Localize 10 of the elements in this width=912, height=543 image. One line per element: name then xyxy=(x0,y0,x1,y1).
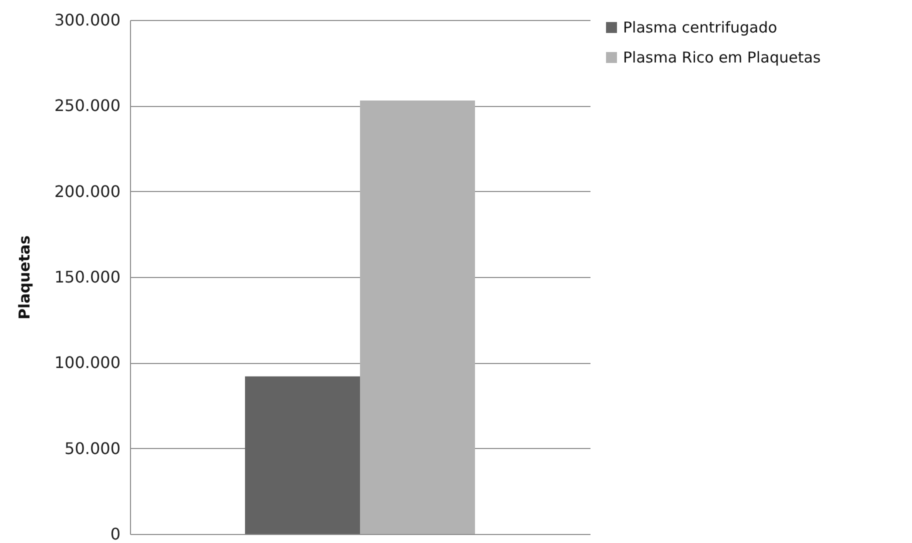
legend-label: Plasma Rico em Plaquetas xyxy=(623,48,821,66)
y-tick-label: 150.000 xyxy=(54,268,120,286)
y-tick-label: 100.000 xyxy=(54,353,120,372)
y-axis-title: Plaquetas xyxy=(15,235,34,320)
y-tick-label: 300.000 xyxy=(54,10,120,30)
y-tick-label: 250.000 xyxy=(54,96,120,116)
y-tick-label: 200.000 xyxy=(54,182,120,201)
legend-label: Plasma centrifugado xyxy=(623,18,778,36)
y-tick-label: 50.000 xyxy=(64,438,120,458)
y-tick-label: 0 xyxy=(110,524,120,543)
